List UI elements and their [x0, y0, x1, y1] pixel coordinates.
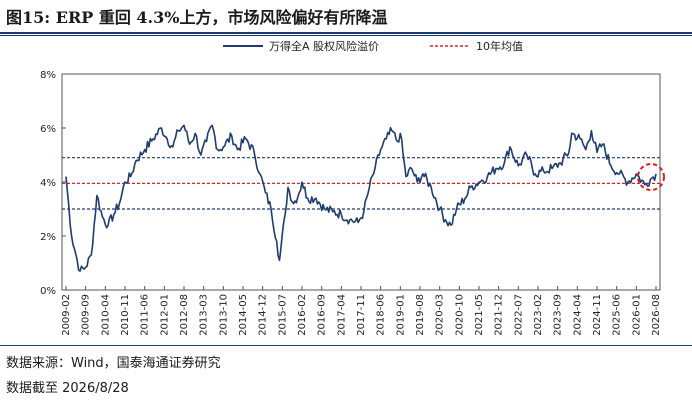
x-tick-label: 2010-04 — [100, 294, 111, 336]
series-line-erp — [65, 124, 657, 272]
y-tick-label: 2% — [40, 232, 56, 243]
x-tick-label: 2023-09 — [553, 294, 564, 336]
reference-lines — [62, 157, 660, 210]
x-tick-label: 2016-02 — [297, 294, 308, 336]
x-tick-label: 2022-07 — [513, 294, 524, 336]
y-tick-label: 8% — [40, 70, 56, 81]
title-rule — [0, 32, 692, 34]
x-tick-label: 2012-08 — [179, 294, 190, 336]
x-tick-label: 2015-07 — [277, 294, 288, 336]
x-tick-label: 2023-02 — [533, 294, 544, 336]
legend-label-erp: 万得全A 股权风险溢价 — [269, 39, 379, 53]
x-axis: 2009-02 2009-09 2010-04 2010-11 2011-06 2012-… — [61, 286, 662, 336]
series-layer — [65, 124, 657, 272]
x-tick-label: 2009-09 — [81, 294, 92, 336]
x-tick-label: 2020-03 — [435, 294, 446, 336]
y-tick-label: 0% — [40, 286, 56, 297]
x-tick-label: 2012-01 — [159, 294, 170, 336]
x-tick-label: 2017-04 — [336, 294, 347, 336]
x-tick-label: 2013-10 — [218, 294, 229, 336]
footer-rule — [0, 345, 692, 346]
x-tick-label: 2014-05 — [238, 294, 249, 336]
latest-value-highlight — [637, 163, 665, 191]
date-note: 数据截至 2026/8/28 — [6, 381, 129, 396]
x-tick-label: 2009-02 — [61, 294, 72, 336]
x-tick-label: 2024-11 — [592, 294, 603, 336]
x-tick-label: 2016-09 — [317, 294, 328, 336]
x-tick-label: 2010-11 — [120, 294, 131, 336]
x-tick-label: 2026-08 — [651, 294, 662, 336]
x-tick-label: 2011-06 — [140, 294, 151, 336]
x-tick-label: 2024-04 — [572, 294, 583, 336]
x-tick-label: 2025-06 — [612, 294, 623, 336]
plot-frame — [61, 73, 661, 291]
y-axis: 0% 2% 4% 6% 8% — [40, 70, 66, 297]
figure-title: 图15: ERP 重回 4.3%上方，市场风险偏好有所降温 — [6, 8, 388, 27]
x-tick-label: 2014-12 — [258, 294, 269, 336]
erp-line-chart: 万得全A 股权风险溢价 10年均值 0%2%4%6%8% 2009-02 2009… — [40, 39, 665, 336]
title-rule-thin — [0, 35, 692, 36]
y-tick-label: 6% — [40, 124, 56, 135]
chart-legend: 万得全A 股权风险溢价 10年均值 — [223, 39, 523, 53]
x-tick-label: 2019-08 — [415, 294, 426, 336]
legend-label-mean: 10年均值 — [476, 39, 523, 53]
x-tick-label: 2013-03 — [199, 294, 210, 336]
x-tick-label: 2021-12 — [494, 294, 505, 336]
x-tick-label: 2026-01 — [631, 294, 642, 336]
x-tick-label: 2020-10 — [454, 294, 465, 336]
x-tick-label: 2018-06 — [376, 294, 387, 336]
x-tick-label: 2019-01 — [395, 294, 406, 336]
source-note: 数据来源：Wind，国泰海通证券研究 — [6, 356, 221, 371]
y-tick-label: 4% — [40, 178, 56, 189]
x-tick-label: 2021-05 — [474, 294, 485, 336]
x-tick-label: 2017-11 — [356, 294, 367, 336]
